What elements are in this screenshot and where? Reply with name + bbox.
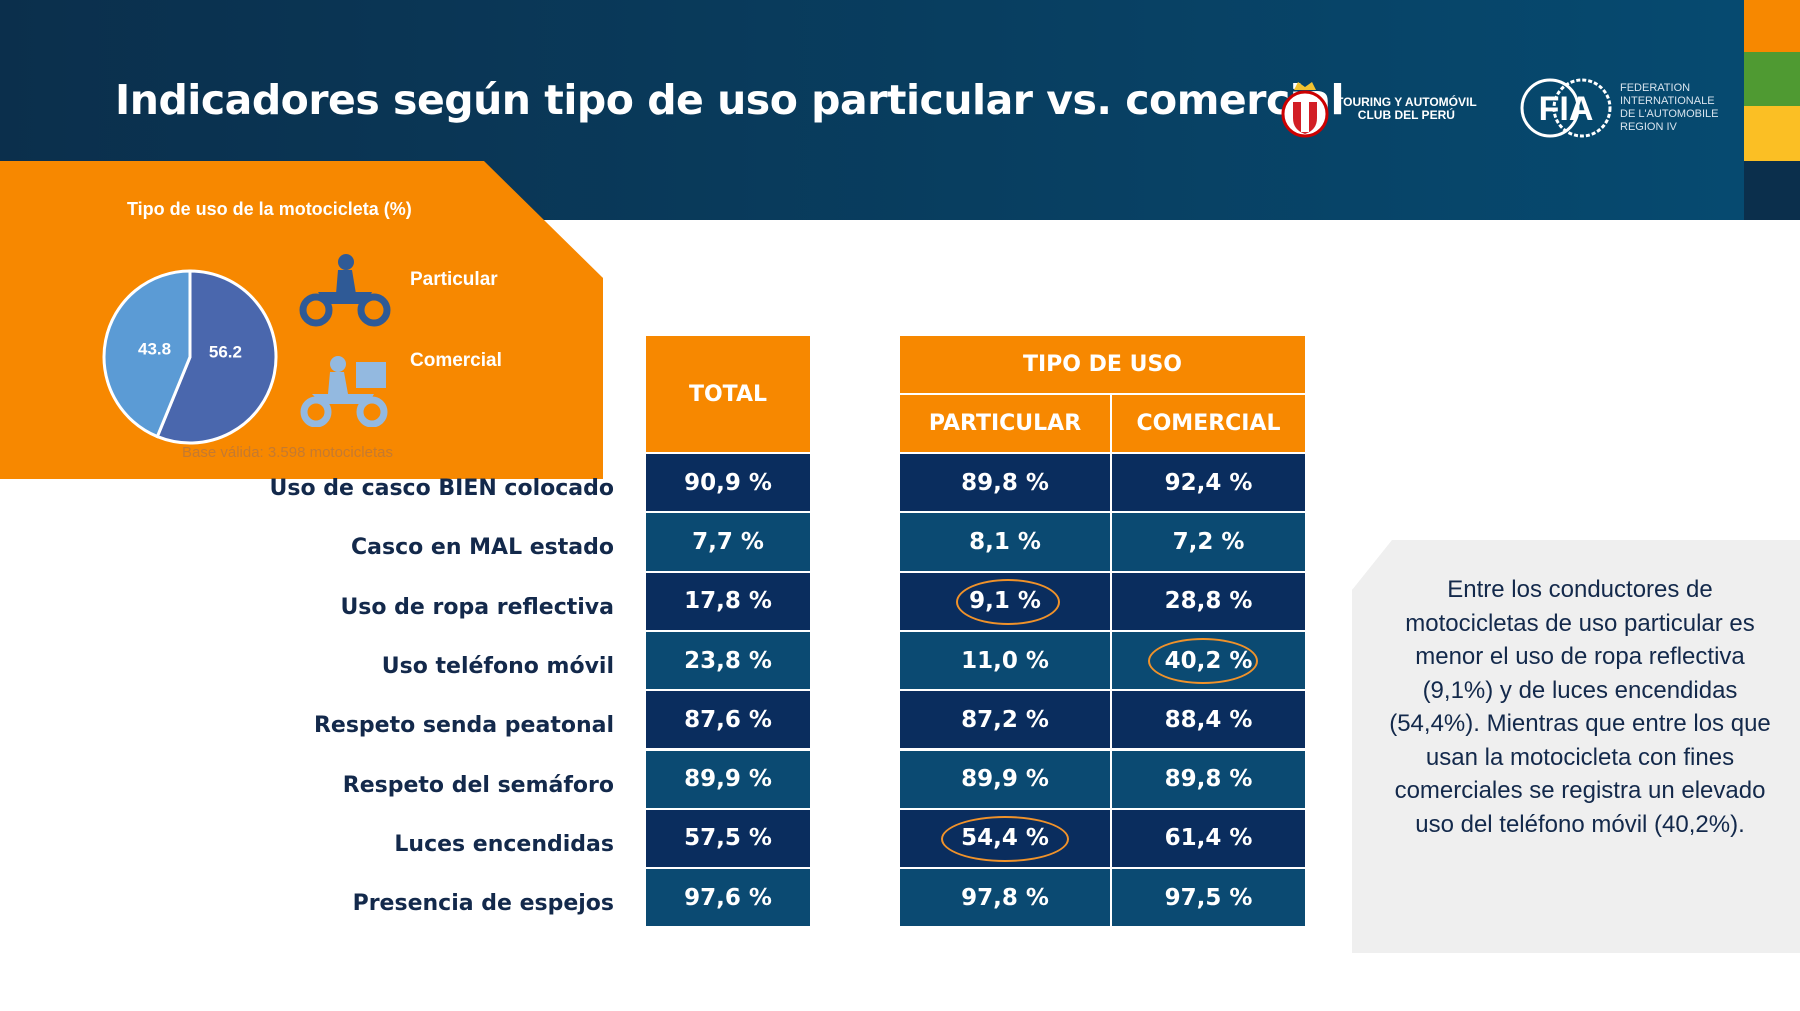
stripe-yellow bbox=[1744, 106, 1800, 161]
cell-total: 97,6 % bbox=[646, 869, 810, 927]
row-label: Uso teléfono móvil bbox=[381, 653, 614, 679]
pie-slice-particular bbox=[155, 269, 278, 445]
cell-particular: 11,0 % bbox=[900, 631, 1110, 690]
row-label: Uso de casco BIEN colocado bbox=[269, 476, 614, 501]
header-particular: PARTICULAR bbox=[900, 395, 1110, 452]
row-label: Respeto senda peatonal bbox=[313, 713, 614, 739]
header-comercial: COMERCIAL bbox=[1112, 395, 1305, 452]
cell-total: 23,8 % bbox=[646, 631, 810, 690]
touring-line-1: TOURING Y AUTOMÓVIL bbox=[1336, 95, 1477, 109]
cell-particular: 89,9 % bbox=[900, 750, 1110, 808]
note-box bbox=[1352, 540, 1800, 953]
stripe-dark bbox=[1744, 161, 1800, 220]
cell-comercial: 88,4 % bbox=[1112, 691, 1305, 749]
touring-crest-icon bbox=[1281, 82, 1329, 138]
fia-logo: FIA FEDERATION INTERNATIONALE DE L'AUTOM… bbox=[1520, 76, 1718, 140]
fia-globe-icon: FIA bbox=[1520, 78, 1612, 138]
page-title: Indicadores según tipo de uso particular… bbox=[115, 76, 1345, 124]
fia-line-1: FEDERATION bbox=[1620, 82, 1691, 94]
usage-type-panel bbox=[0, 161, 603, 479]
cell-comercial: 7,2 % bbox=[1112, 513, 1305, 571]
cell-comercial: 28,8 % bbox=[1112, 572, 1305, 630]
fia-letters: FIA bbox=[1539, 90, 1594, 128]
cell-total: 90,9 % bbox=[646, 454, 810, 512]
motorcycle-rider-icon bbox=[299, 254, 391, 327]
cell-particular: 89,8 % bbox=[900, 454, 1110, 512]
cell-comercial: 92,4 % bbox=[1112, 454, 1305, 512]
cell-total: 57,5 % bbox=[646, 809, 810, 868]
row-label: Respeto del semáforo bbox=[342, 772, 614, 798]
header-tipo-de-uso: TIPO DE USO bbox=[900, 336, 1305, 393]
cell-comercial: 89,8 % bbox=[1112, 750, 1305, 808]
cell-total: 87,6 % bbox=[646, 691, 810, 749]
delivery-motorcycle-icon bbox=[300, 356, 388, 427]
stripe-green bbox=[1744, 52, 1800, 106]
row-label: Uso de ropa reflectiva bbox=[340, 594, 614, 620]
pie-label-comercial: 43.8 bbox=[138, 339, 171, 358]
stripe-orange bbox=[1744, 0, 1800, 52]
highlight-ellipse bbox=[941, 815, 1069, 862]
pie-label-particular: 56.2 bbox=[209, 343, 242, 362]
row-label: Casco en MAL estado bbox=[351, 535, 614, 561]
cell-total: 7,7 % bbox=[646, 513, 810, 571]
legend-particular: Particular bbox=[410, 269, 498, 290]
row-label: Luces encendidas bbox=[394, 831, 614, 857]
fia-line-3: DE L'AUTOMOBILE bbox=[1620, 108, 1719, 120]
row-label: Presencia de espejos bbox=[352, 891, 614, 917]
cell-comercial: 97,5 % bbox=[1112, 869, 1305, 927]
cell-particular: 97,8 % bbox=[900, 869, 1110, 927]
cell-comercial: 61,4 % bbox=[1112, 809, 1305, 868]
pie-chart: 56.2 43.8 bbox=[102, 269, 278, 445]
pie-title: Tipo de uso de la motocicleta (%) bbox=[127, 199, 412, 219]
legend-comercial: Comercial bbox=[410, 350, 502, 371]
pie-slice-comercial bbox=[102, 269, 192, 439]
fia-line-2: INTERNATIONALE bbox=[1620, 95, 1715, 107]
highlight-ellipse bbox=[1148, 637, 1258, 684]
base-note: Base válida: 3.598 motocicletas bbox=[182, 444, 393, 461]
cell-particular: 87,2 % bbox=[900, 691, 1110, 749]
touring-line-2: CLUB DEL PERÚ bbox=[1357, 108, 1455, 122]
cell-total: 89,9 % bbox=[646, 750, 810, 808]
cell-total: 17,8 % bbox=[646, 572, 810, 630]
fia-line-4: REGION IV bbox=[1620, 121, 1677, 133]
note-text: Entre los conductores de motocicletas de… bbox=[1389, 576, 1771, 838]
header-total: TOTAL bbox=[646, 336, 810, 452]
highlight-ellipse bbox=[956, 578, 1060, 625]
touring-logo: TOURING Y AUTOMÓVIL CLUB DEL PERÚ bbox=[1280, 78, 1477, 140]
cell-particular: 8,1 % bbox=[900, 513, 1110, 571]
